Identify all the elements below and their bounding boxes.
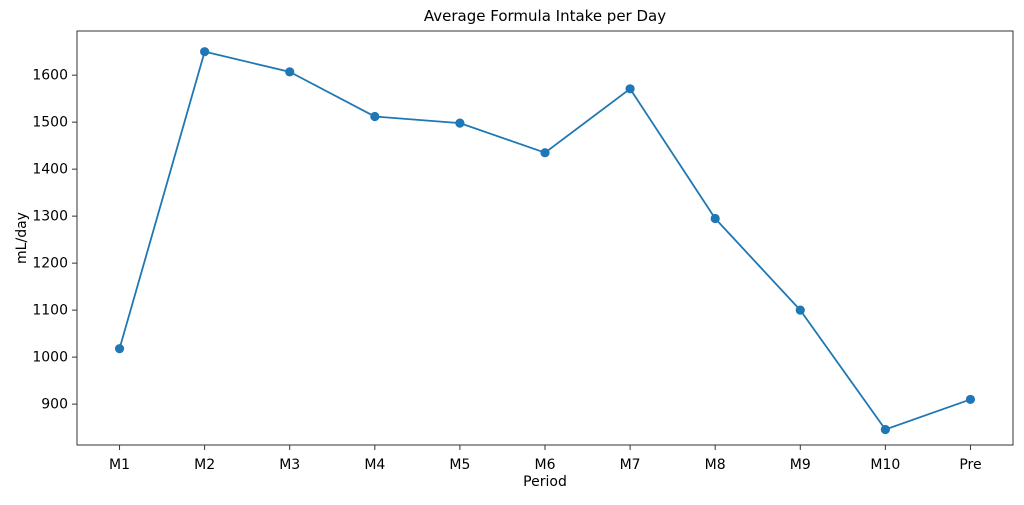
chart-title: Average Formula Intake per Day (423, 7, 667, 25)
y-tick-label: 900 (41, 397, 68, 413)
x-axis-label: Period (523, 474, 567, 490)
y-tick-label: 1200 (32, 256, 68, 272)
x-tick-label-m4: M4 (364, 457, 385, 473)
data-point-m10 (880, 424, 890, 435)
y-tick-label: 1000 (32, 350, 68, 366)
data-point-m4 (370, 111, 380, 122)
data-point-m3 (285, 67, 295, 77)
data-point-m1 (114, 344, 125, 354)
data-point-pre (965, 394, 976, 405)
x-tick-label-m9: M9 (790, 457, 811, 473)
x-tick-label-m5: M5 (449, 457, 470, 473)
data-point-m8 (710, 213, 720, 224)
x-tick-label-pre: Pre (959, 457, 981, 473)
y-tick-label: 1500 (32, 115, 68, 131)
data-point-m7 (625, 84, 635, 94)
x-tick-label-m6: M6 (535, 457, 556, 473)
data-point-m6 (540, 148, 550, 158)
x-tick-label-m1: M1 (109, 457, 130, 473)
y-tick-label: 1300 (32, 209, 68, 225)
y-tick-label: 1100 (32, 303, 68, 319)
x-tick-label-m7: M7 (620, 457, 641, 473)
x-tick-label-m3: M3 (279, 457, 300, 473)
y-tick-label: 1400 (32, 162, 68, 178)
x-tick-label-m10: M10 (870, 457, 900, 473)
data-point-m9 (795, 305, 805, 315)
data-point-m2 (200, 47, 210, 57)
x-tick-label-m8: M8 (705, 457, 726, 473)
y-tick-label: 1600 (32, 68, 68, 84)
data-point-m5 (455, 118, 465, 128)
line-series (118, 50, 971, 431)
plot-border (76, 30, 1014, 446)
x-tick-label-m2: M2 (194, 457, 215, 473)
